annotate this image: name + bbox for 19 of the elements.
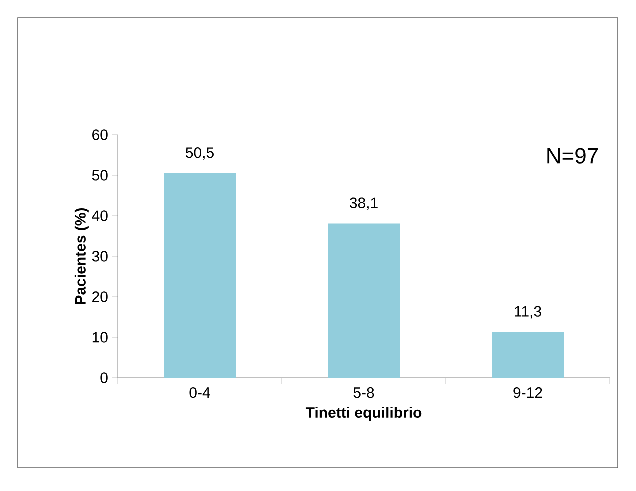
annotation: N=97: [548, 148, 598, 164]
x-tick-label: 5-8: [354, 388, 374, 398]
x-axis-title: Tinetti equilibrio: [306, 407, 422, 421]
bar: [328, 224, 400, 378]
x-tick-label: 0-4: [190, 388, 210, 398]
data-label: 50,5: [186, 148, 214, 160]
data-label: 38,1: [350, 198, 378, 210]
bar: [164, 173, 236, 378]
bar: [492, 332, 564, 378]
x-tick-label: 9-12: [514, 388, 542, 398]
y-tick-label: 20: [92, 292, 108, 302]
y-tick-label: 50: [92, 170, 108, 181]
y-tick-label: 10: [92, 332, 108, 343]
data-label: 11,3: [515, 306, 542, 319]
y-tick-label: 30: [92, 251, 108, 262]
y-tick-label: 60: [92, 130, 108, 140]
y-tick-label: 0: [100, 372, 108, 384]
y-tick-label: 40: [92, 210, 108, 222]
y-axis-title: Pacientes (%): [74, 208, 89, 304]
